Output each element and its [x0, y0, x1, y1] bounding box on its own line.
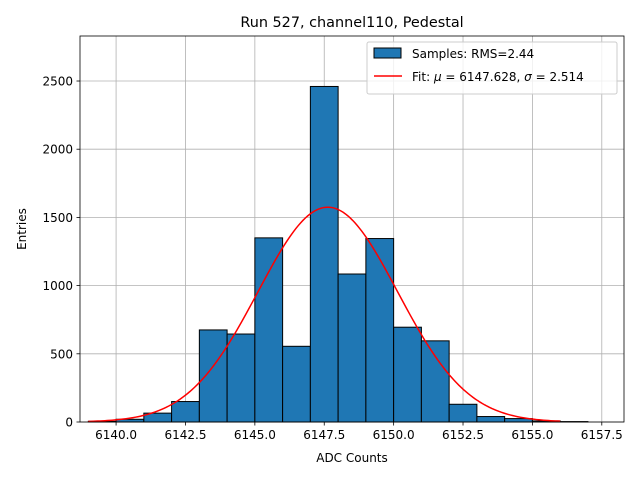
- y-axis-label: Entries: [15, 208, 29, 250]
- legend-fit-mu-symbol: μ: [433, 70, 442, 84]
- histogram-bar: [254, 237, 284, 423]
- y-tick-label: 2500: [42, 75, 73, 89]
- histogram-bar: [365, 238, 395, 423]
- x-tick-label: 6155.0: [511, 428, 553, 442]
- histogram-bar: [393, 326, 422, 423]
- y-tick-label: 500: [50, 347, 73, 361]
- y-tick-label: 1000: [42, 279, 73, 293]
- histogram-bar: [420, 340, 450, 423]
- histogram-bar: [337, 273, 367, 423]
- x-tick-label: 6152.5: [442, 428, 484, 442]
- legend-fit-mu-value: = 6147.628,: [442, 70, 525, 84]
- histogram-bar: [476, 416, 506, 423]
- x-tick-label: 6150.0: [373, 428, 415, 442]
- y-tick-label: 1500: [42, 211, 73, 225]
- legend-fit-sigma-symbol: σ: [524, 70, 532, 84]
- histogram-bar: [309, 85, 339, 423]
- legend-histogram-label: Samples: RMS=2.44: [412, 47, 534, 61]
- x-tick-label: 6140.0: [95, 428, 137, 442]
- legend-fit-sigma-value: = 2.514: [532, 70, 584, 84]
- legend-fit-prefix: Fit:: [412, 70, 434, 84]
- x-axis-ticks: 6140.0 6142.5 6145.0 6147.5 6150.0 6152.5 6155…: [95, 422, 623, 442]
- plot-frame: [79, 35, 625, 423]
- fit-curve: [88, 206, 561, 423]
- histogram-bar: [171, 401, 200, 423]
- x-tick-label: 6157.5: [581, 428, 623, 442]
- histogram-bar: [226, 333, 256, 423]
- histogram-bar: [448, 403, 478, 423]
- y-tick-label: 2000: [42, 143, 73, 157]
- y-axis-ticks: 0 500 1000 1500 2000 2500: [42, 75, 80, 430]
- histogram-bar: [198, 329, 228, 423]
- legend-histogram-swatch: [373, 47, 402, 59]
- x-tick-label: 6142.5: [164, 428, 206, 442]
- x-tick-label: 6145.0: [234, 428, 276, 442]
- y-tick-label: 0: [65, 416, 73, 430]
- x-tick-label: 6147.5: [303, 428, 345, 442]
- legend-fit-label: Fit: μ = 6147.628, σ = 2.514: [412, 70, 584, 84]
- chart-title: Run 527, channel110, Pedestal: [240, 15, 463, 31]
- legend-box: [366, 41, 618, 95]
- histogram-bar: [282, 345, 311, 423]
- x-axis-label: ADC Counts: [316, 451, 388, 465]
- legend: Samples: RMS=2.44 Fit: μ = 6147.628, σ =…: [366, 41, 618, 95]
